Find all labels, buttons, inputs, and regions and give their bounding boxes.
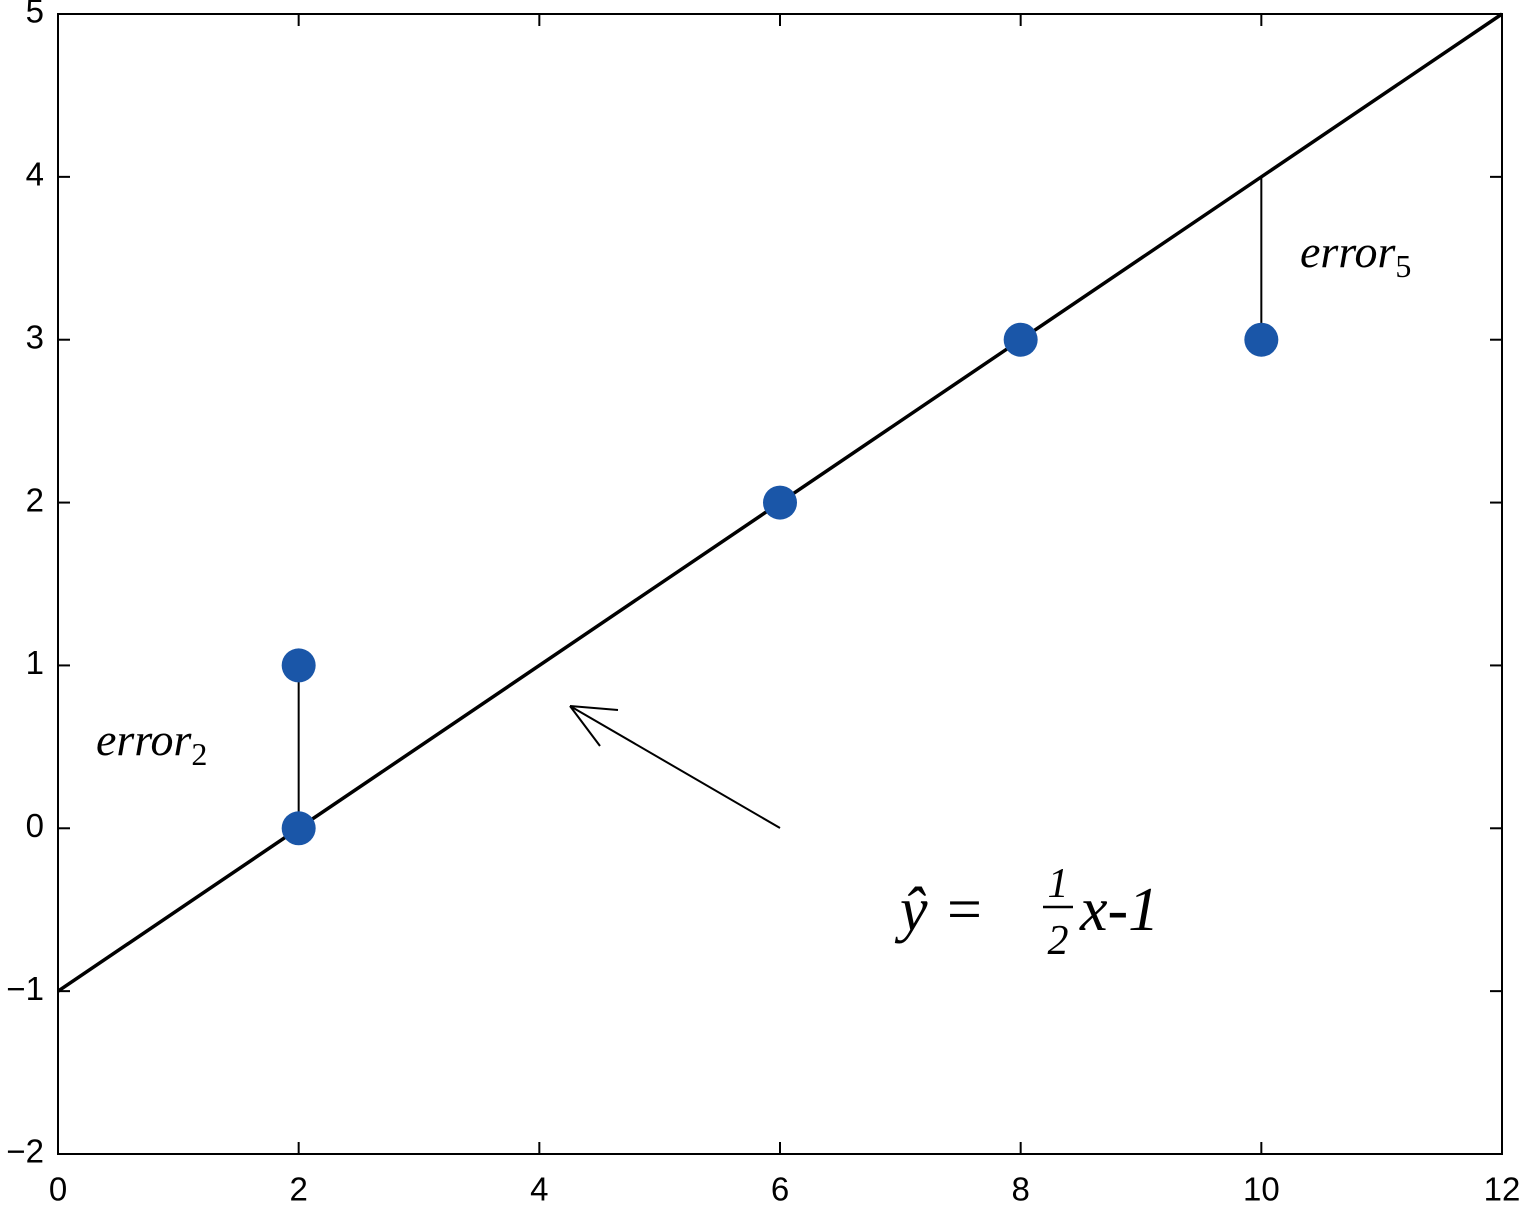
y-tick-label: 1 — [26, 644, 44, 681]
y-tick-label: 4 — [26, 156, 44, 193]
data-point — [763, 485, 797, 520]
x-tick-label: 2 — [289, 1171, 307, 1206]
annotation-subscript: 5 — [1395, 248, 1411, 284]
x-tick-label: 4 — [530, 1171, 548, 1206]
x-tick-label: 10 — [1243, 1171, 1280, 1206]
equation-denominator: 2 — [1048, 918, 1069, 964]
equation-rhs: x-1 — [1079, 876, 1159, 944]
arrow — [569, 705, 781, 829]
annotation: error5 — [1300, 226, 1411, 284]
y-tick-label: 3 — [26, 318, 44, 355]
equation-lhs: ŷ = — [894, 876, 985, 944]
y-tick-label: 0 — [26, 807, 44, 844]
x-tick-label: 0 — [49, 1171, 67, 1206]
x-tick-label: 12 — [1484, 1171, 1521, 1206]
annotation: error2 — [96, 714, 207, 772]
annotation-subscript: 2 — [191, 736, 207, 772]
data-point — [281, 811, 316, 846]
data-point — [281, 648, 316, 683]
x-tick-label: 8 — [1011, 1171, 1029, 1206]
data-point — [1003, 322, 1038, 357]
y-tick-label: −1 — [6, 970, 44, 1007]
plot-frame — [57, 13, 1503, 1155]
x-tick-label: 6 — [771, 1171, 789, 1206]
y-tick-label: 2 — [26, 481, 44, 518]
y-tick-label: −2 — [6, 1133, 44, 1170]
annotation-text: error — [96, 714, 193, 765]
equation-numerator: 1 — [1048, 861, 1069, 907]
data-point — [1244, 322, 1279, 357]
y-tick-label: 5 — [26, 0, 44, 30]
annotation-text: error — [1300, 226, 1397, 277]
